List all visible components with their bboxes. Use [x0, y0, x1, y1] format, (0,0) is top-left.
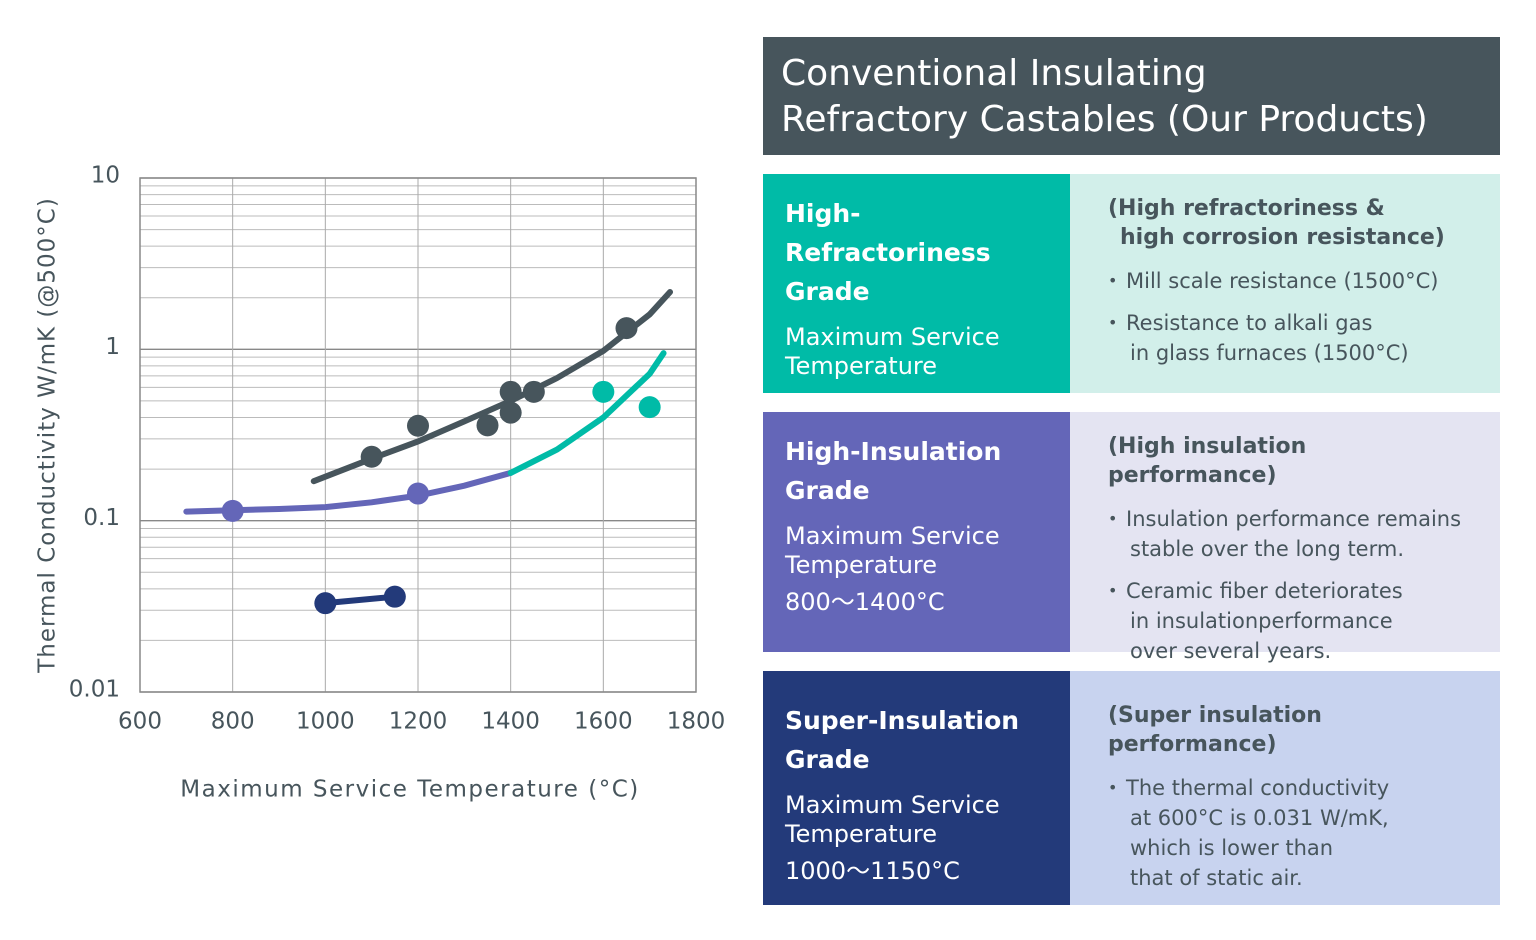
- grade-name-line: High-Insulation: [785, 437, 1002, 466]
- grade-row: High-Insulation Grade Maximum Service Tempe…: [763, 412, 1500, 663]
- grade-name: Super-Insulation Grade: [785, 701, 1048, 779]
- y-tick-label: 0.01: [69, 677, 120, 703]
- grade-heading: (High refractoriness & high corrosion res…: [1108, 194, 1478, 252]
- x-tick-label: 1200: [389, 709, 448, 735]
- bullet-line: Ceramic fiber deteriorates: [1126, 579, 1403, 603]
- service-range: 800～1400°C: [785, 588, 945, 616]
- data-point: [383, 585, 406, 608]
- heading-line: high corrosion resistance): [1120, 225, 1445, 250]
- grade-row: High-Refractoriness Grade Maximum Service T…: [763, 174, 1500, 417]
- service-label: Maximum Service Temperature: [785, 791, 1048, 849]
- data-point: [221, 499, 244, 522]
- bullet-line: which is lower than: [1130, 836, 1334, 860]
- grade-summary: Super-Insulation Grade Maximum Service Temp…: [763, 671, 1070, 905]
- bullet-line: Insulation performance remains: [1126, 507, 1462, 531]
- grade-summary: High-Refractoriness Grade Maximum Service T…: [763, 174, 1070, 417]
- heading-line: (High refractoriness &: [1108, 196, 1385, 221]
- service-range: 1000～1150°C: [785, 857, 960, 885]
- heading-line: (Super insulation performance): [1108, 703, 1322, 757]
- data-point: [638, 396, 661, 419]
- service-line: Temperature: [785, 551, 938, 579]
- data-point: [360, 445, 383, 468]
- data-point: [615, 317, 638, 340]
- grade-name: High-Refractoriness Grade: [785, 194, 1048, 311]
- service-line: Temperature: [785, 352, 938, 380]
- grade-details: (High insulation performance) Insulation …: [1070, 412, 1500, 663]
- bullet-line: Resistance to alkali gas: [1126, 311, 1373, 335]
- service-label: Maximum Service Temperature: [785, 323, 1048, 381]
- data-point: [499, 380, 522, 403]
- curve: [322, 593, 398, 607]
- y-tick-label: 1: [105, 334, 120, 360]
- bullet-line: at 600°C is 0.031 W/mK,: [1130, 806, 1389, 830]
- grade-summary: High-Insulation Grade Maximum Service Tempe…: [763, 412, 1070, 652]
- grade-name-line: High-Refractoriness: [785, 199, 991, 267]
- bullet: Resistance to alkali gas in glass furnace…: [1108, 308, 1478, 368]
- y-tick-label: 10: [91, 163, 120, 189]
- x-tick-label: 600: [118, 709, 162, 735]
- service-label: Maximum Service Temperature: [785, 522, 1048, 580]
- grade-heading: (Super insulation performance): [1108, 701, 1478, 759]
- grade-name-line: Grade: [785, 277, 870, 306]
- heading-line: (High insulation performance): [1108, 434, 1307, 488]
- grade-name-line: Super-Insulation: [785, 706, 1020, 735]
- x-tick-label: 1000: [296, 709, 355, 735]
- x-tick-label: 800: [211, 709, 255, 735]
- data-point: [592, 380, 615, 403]
- grade-name-line: Grade: [785, 476, 870, 505]
- bullet-line: The thermal conductivity: [1126, 776, 1390, 800]
- x-tick-label: 1400: [481, 709, 540, 735]
- data-point: [407, 482, 429, 505]
- bullet: Insulation performance remains stable ove…: [1108, 504, 1478, 564]
- title-line: Refractory Castables (Our Products): [781, 99, 1428, 140]
- grade-name-line: Grade: [785, 745, 870, 774]
- chart: Thermal Conductivity W/mK (@500°C) Maxim…: [35, 163, 726, 803]
- bullet-line: stable over the long term.: [1130, 537, 1404, 561]
- x-tick-label: 1600: [574, 709, 633, 735]
- bullet: Ceramic fiber deteriorates in insulationp…: [1108, 576, 1478, 666]
- grade-details: (Super insulation performance) The therma…: [1070, 671, 1500, 905]
- grade-row: Super-Insulation Grade Maximum Service Temp…: [763, 671, 1500, 905]
- bullet: Mill scale resistance (1500°C): [1108, 266, 1478, 296]
- bullet-line: over several years.: [1130, 639, 1332, 663]
- data-point: [476, 414, 499, 437]
- bullet-line: in insulationperformance: [1130, 609, 1393, 633]
- grade-details: (High refractoriness & high corrosion res…: [1070, 174, 1500, 393]
- bullet-line: Mill scale resistance (1500°C): [1126, 269, 1439, 293]
- x-tick-label: 1800: [667, 709, 726, 735]
- bullet-line: that of static air.: [1130, 866, 1303, 890]
- curve: [507, 350, 667, 476]
- plot-frame: [139, 177, 697, 693]
- data-point: [522, 380, 545, 403]
- title-line: Conventional Insulating: [781, 53, 1207, 94]
- y-tick-label: 0.1: [83, 505, 120, 531]
- service-line: Temperature: [785, 820, 938, 848]
- bullet-line: in glass furnaces (1500°C): [1130, 341, 1409, 365]
- panel-title: Conventional Insulating Refractory Castab…: [763, 37, 1500, 155]
- service-line: Maximum Service: [785, 522, 1000, 550]
- data-point: [407, 414, 429, 437]
- bullet: The thermal conductivity at 600°C is 0.03…: [1108, 773, 1478, 893]
- service-line: Maximum Service: [785, 791, 1000, 819]
- data-point: [314, 592, 337, 615]
- grade-heading: (High insulation performance): [1108, 432, 1478, 490]
- service-line: Maximum Service: [785, 323, 1000, 351]
- grade-name: High-Insulation Grade: [785, 432, 1048, 510]
- y-axis-label: Thermal Conductivity W/mK (@500°C): [35, 197, 61, 674]
- data-point: [499, 401, 522, 424]
- x-axis-label: Maximum Service Temperature (°C): [180, 777, 639, 803]
